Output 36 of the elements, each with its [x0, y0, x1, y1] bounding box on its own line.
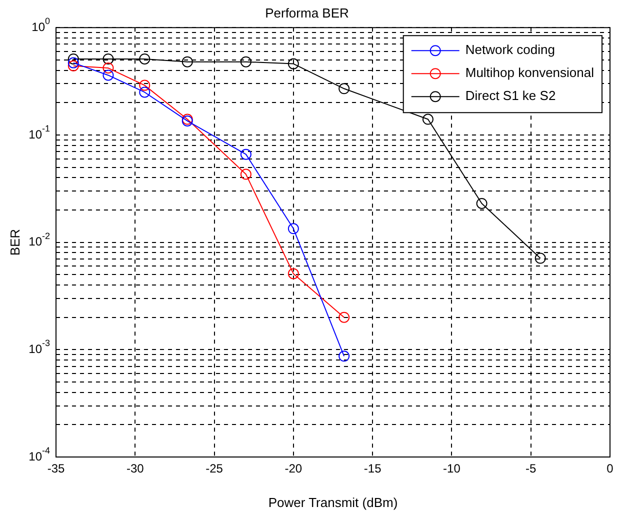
point	[68, 53, 79, 64]
point	[534, 252, 546, 264]
legend-label: Multihop konvensional	[465, 65, 594, 80]
x-tick-label: -20	[284, 461, 302, 476]
legend-label: Direct S1 ke S2	[465, 88, 556, 104]
x-tick-label: -5	[526, 461, 537, 476]
point	[476, 198, 488, 209]
point	[139, 80, 150, 91]
chart-title: Performa BER	[265, 5, 349, 20]
x-tick-label: -25	[206, 461, 224, 476]
y-axis-title: BER	[7, 228, 22, 256]
legend-label: Network coding	[465, 42, 555, 58]
point	[422, 114, 434, 125]
point	[338, 83, 350, 94]
point	[139, 53, 150, 64]
point	[139, 86, 150, 98]
point	[288, 268, 299, 280]
point	[288, 223, 299, 234]
point	[102, 70, 114, 81]
point	[240, 56, 252, 68]
x-tick-label: 0	[606, 461, 614, 476]
x-tick-label: -10	[443, 461, 461, 476]
point	[68, 57, 79, 68]
point	[102, 53, 114, 64]
point	[240, 148, 252, 160]
point	[102, 62, 114, 74]
point	[338, 312, 350, 323]
point	[68, 60, 79, 72]
x-tick-label: -15	[364, 461, 382, 476]
point	[338, 350, 350, 362]
x-tick-label: -35	[47, 461, 65, 476]
point	[182, 56, 193, 68]
point	[288, 58, 299, 70]
x-axis-title: Power Transmit (dBm)	[268, 494, 398, 510]
point	[240, 168, 252, 180]
x-tick-label: -30	[126, 461, 144, 476]
